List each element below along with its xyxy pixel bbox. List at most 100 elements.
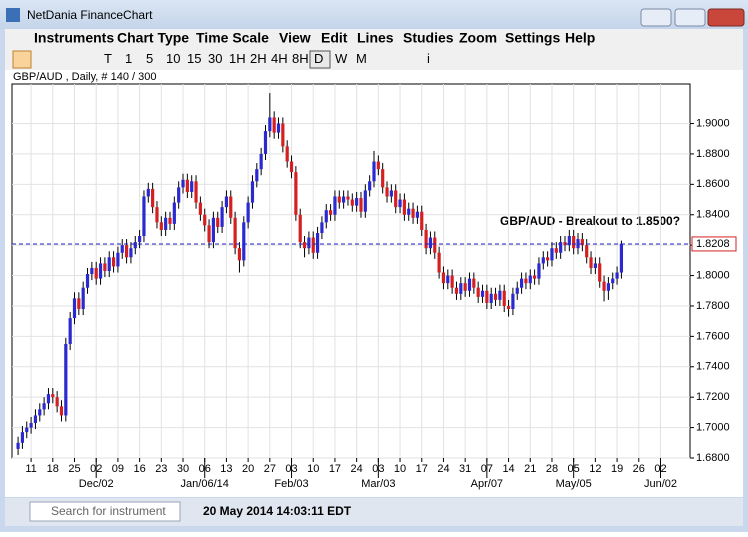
x-tick-label: 25: [68, 463, 80, 475]
candle-body: [85, 274, 90, 288]
x-tick-label: 28: [546, 463, 558, 475]
timescale-button[interactable]: T: [104, 51, 112, 66]
timescale-button[interactable]: W: [335, 51, 348, 66]
menu-item[interactable]: View: [279, 30, 311, 46]
minimize-button[interactable]: [640, 8, 672, 27]
x-tick-label: 17: [329, 463, 341, 475]
timescale-button[interactable]: 1H: [229, 51, 246, 66]
candle-body: [64, 343, 68, 416]
candle-body: [311, 237, 315, 253]
candle-body: [502, 290, 506, 306]
candle-body: [411, 208, 415, 218]
candle-body: [576, 239, 580, 249]
timescale-button[interactable]: 2H: [250, 51, 267, 66]
y-tick-label: 1.9000: [696, 117, 730, 129]
close-button[interactable]: [707, 8, 745, 27]
candle-body: [177, 187, 181, 203]
toolbar-button[interactable]: [12, 50, 32, 69]
candle-body: [489, 293, 493, 303]
info-button[interactable]: i: [427, 51, 430, 66]
candle-body: [385, 187, 389, 197]
candle-body: [289, 161, 294, 173]
candle-body: [376, 161, 380, 170]
candle-body: [224, 196, 229, 208]
candle-body: [72, 298, 77, 319]
x-tick-label: 14: [502, 463, 514, 475]
candle-body: [355, 198, 359, 206]
candle-body: [615, 272, 619, 279]
menu-item[interactable]: Time Scale: [196, 30, 269, 46]
menu-item[interactable]: Edit: [321, 30, 348, 46]
candle-body: [198, 202, 202, 215]
candle-body: [233, 217, 237, 249]
candle-body: [220, 207, 224, 227]
menu-item[interactable]: Lines: [357, 30, 394, 46]
candle-body: [207, 225, 211, 243]
status-datetime: 20 May 2014 14:03:11 EDT: [203, 504, 352, 518]
candle-body: [129, 248, 133, 258]
menu-item[interactable]: Studies: [403, 30, 454, 46]
candle-body: [146, 188, 150, 197]
candle-body: [181, 179, 185, 188]
candle-body: [55, 397, 59, 407]
candle-body: [459, 283, 463, 294]
candle-body: [25, 427, 29, 433]
window-title: NetDania FinanceChart: [27, 8, 153, 22]
month-label: Dec/02: [79, 478, 114, 490]
candle-body: [368, 181, 372, 191]
candle-body: [602, 281, 606, 291]
candle-body: [155, 207, 159, 223]
month-label: Feb/03: [274, 478, 308, 490]
candle-body: [276, 123, 281, 133]
candle-body: [598, 263, 602, 282]
candle-body: [467, 278, 472, 291]
x-tick-label: 17: [416, 463, 428, 475]
menu-item[interactable]: Settings: [505, 30, 560, 46]
candle-body: [619, 243, 624, 273]
candle-body: [272, 117, 276, 133]
candle-body: [524, 278, 528, 284]
last-price-label: 1.8208: [696, 238, 730, 250]
timescale-button[interactable]: 4H: [271, 51, 288, 66]
candle-body: [77, 298, 81, 310]
candle-body: [246, 202, 250, 223]
menu-item[interactable]: Chart Type: [117, 30, 189, 46]
candle-body: [585, 245, 589, 258]
candle-body: [81, 287, 85, 310]
timescale-button[interactable]: 5: [146, 51, 153, 66]
x-tick-label: 11: [25, 463, 36, 475]
menu-item[interactable]: Instruments: [34, 30, 114, 46]
menu-item[interactable]: Help: [565, 30, 595, 46]
timescale-button[interactable]: D: [314, 51, 323, 66]
candle-body: [250, 181, 255, 203]
candle-body: [294, 172, 298, 215]
candle-body: [203, 214, 207, 226]
x-tick-label: 21: [524, 463, 536, 475]
y-tick-label: 1.8600: [696, 178, 730, 190]
candle-body: [424, 229, 428, 249]
menu-item[interactable]: Zoom: [459, 30, 497, 46]
search-box[interactable]: [29, 501, 181, 522]
timescale-button[interactable]: 10: [166, 51, 180, 66]
candle-body: [372, 161, 376, 182]
search-placeholder: Search for instrument: [51, 504, 166, 518]
candle-body: [216, 217, 220, 227]
candle-body: [211, 217, 216, 243]
y-tick-label: 1.8400: [696, 209, 730, 221]
candle-body: [485, 290, 489, 303]
timescale-button[interactable]: 30: [208, 51, 222, 66]
timescale-button[interactable]: 1: [125, 51, 132, 66]
candle-body: [437, 252, 441, 273]
candle-body: [124, 245, 129, 258]
timescale-button[interactable]: 15: [187, 51, 201, 66]
y-tick-label: 1.7000: [696, 421, 730, 433]
candle-body: [546, 257, 550, 261]
timescale-button[interactable]: M: [356, 51, 367, 66]
selected-timescale: [309, 50, 331, 69]
maximize-button[interactable]: [674, 8, 706, 27]
timescale-button[interactable]: 8H: [292, 51, 309, 66]
candle-body: [68, 318, 72, 344]
x-tick-label: 19: [611, 463, 623, 475]
candle-body: [541, 257, 545, 264]
